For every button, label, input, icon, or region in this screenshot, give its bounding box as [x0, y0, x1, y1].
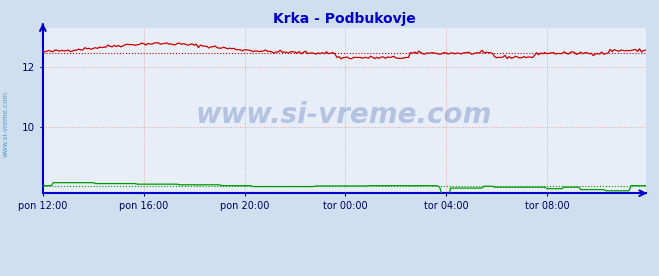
Legend: temperatura[C], pretok[m3/s]: temperatura[C], pretok[m3/s]: [290, 272, 399, 276]
Text: www.si-vreme.com: www.si-vreme.com: [2, 91, 9, 157]
Text: www.si-vreme.com: www.si-vreme.com: [196, 101, 492, 129]
Title: Krka - Podbukovje: Krka - Podbukovje: [273, 12, 416, 26]
